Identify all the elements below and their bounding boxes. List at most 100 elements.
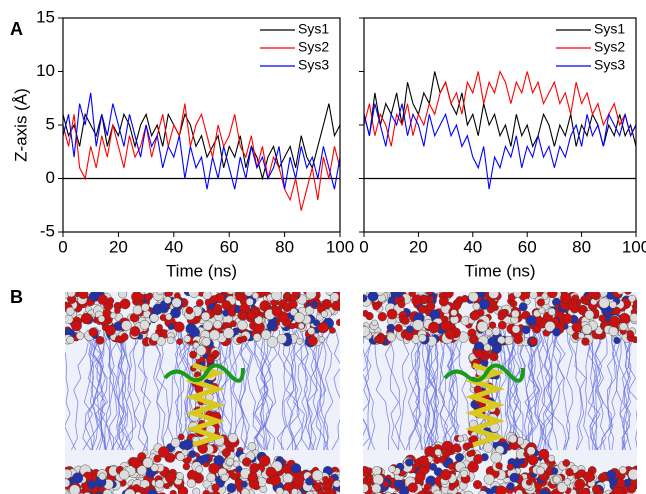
lipid-tail	[222, 329, 233, 451]
atom	[506, 482, 515, 490]
lipid-tail	[581, 329, 591, 451]
atom	[434, 448, 442, 456]
atom	[313, 319, 321, 327]
atom	[163, 296, 172, 304]
atom	[259, 455, 271, 467]
lipid-tail	[574, 329, 587, 451]
atom	[442, 449, 451, 458]
atom	[66, 336, 75, 345]
atom	[88, 293, 96, 301]
atom	[130, 457, 142, 469]
atom	[425, 292, 434, 296]
atom	[488, 292, 499, 299]
atom	[388, 465, 396, 473]
lipid-tail	[538, 329, 553, 451]
atom	[195, 299, 204, 307]
atom	[548, 454, 556, 462]
lipid-tail	[331, 329, 340, 451]
legend-label: Sys1	[298, 21, 329, 37]
y-tick-label: 0	[46, 168, 55, 187]
y-tick-label: 5	[46, 114, 55, 133]
atom	[371, 483, 382, 494]
atom	[202, 320, 213, 331]
lipid-tail	[139, 329, 151, 451]
atom	[488, 321, 497, 329]
atom	[312, 482, 322, 491]
atom	[477, 490, 488, 494]
atom	[307, 335, 318, 346]
x-tick-label: 0	[58, 237, 67, 256]
atom	[95, 335, 105, 345]
atom	[367, 292, 379, 302]
atom	[393, 479, 404, 489]
atom	[292, 292, 301, 298]
atom	[470, 334, 477, 342]
atom	[552, 327, 561, 337]
atom	[325, 292, 334, 296]
atom	[525, 315, 537, 326]
atom	[440, 469, 452, 481]
atom	[109, 312, 117, 319]
atom	[608, 326, 619, 337]
atom	[588, 292, 599, 299]
atom	[317, 489, 325, 494]
atom	[412, 319, 424, 331]
lipid-tail	[563, 329, 574, 451]
atom	[562, 313, 573, 324]
atom	[297, 322, 305, 330]
atom	[182, 462, 191, 471]
atom	[372, 474, 384, 486]
molecular-snapshot	[363, 292, 637, 494]
atom	[469, 310, 480, 321]
atom	[201, 337, 211, 347]
atom	[394, 324, 403, 333]
atom	[305, 292, 317, 300]
lipid-tail	[414, 329, 424, 451]
series-line	[62, 103, 341, 181]
lipid-tail	[587, 329, 598, 451]
atom	[138, 486, 145, 494]
lipid-tail	[278, 329, 286, 451]
atom	[547, 292, 558, 299]
atom	[581, 337, 590, 346]
atom	[495, 485, 507, 494]
atom	[156, 336, 166, 346]
atom	[463, 490, 474, 494]
atom	[149, 313, 159, 323]
atom	[276, 333, 287, 344]
atom	[386, 332, 397, 342]
atom	[581, 324, 593, 335]
lipid-tail	[105, 329, 115, 451]
atom	[139, 319, 150, 330]
atom	[405, 458, 414, 467]
atom	[467, 461, 479, 473]
x-tick-label: 60	[220, 237, 239, 256]
atom	[246, 310, 257, 320]
atom	[563, 478, 571, 486]
atom	[311, 301, 318, 308]
atom	[266, 336, 279, 348]
atom	[508, 434, 518, 444]
lipid-tail	[115, 329, 125, 451]
atom	[631, 336, 637, 344]
atom	[450, 309, 458, 317]
lipid-tail	[71, 329, 89, 451]
atom	[539, 489, 550, 494]
x-tick-label: 0	[359, 237, 368, 256]
lipid-tail	[422, 329, 435, 451]
atom	[336, 318, 340, 327]
atom	[147, 488, 157, 494]
atom	[235, 293, 243, 302]
atom	[192, 487, 201, 494]
atom	[322, 475, 329, 483]
atom	[166, 336, 175, 344]
series-line	[62, 92, 341, 190]
atom	[213, 455, 225, 466]
x-axis-label: Time (ns)	[166, 261, 237, 280]
atom	[150, 333, 160, 342]
lipid-tail	[295, 329, 312, 451]
lipid-tail	[231, 329, 249, 451]
atom	[144, 293, 153, 302]
atom	[443, 292, 454, 299]
